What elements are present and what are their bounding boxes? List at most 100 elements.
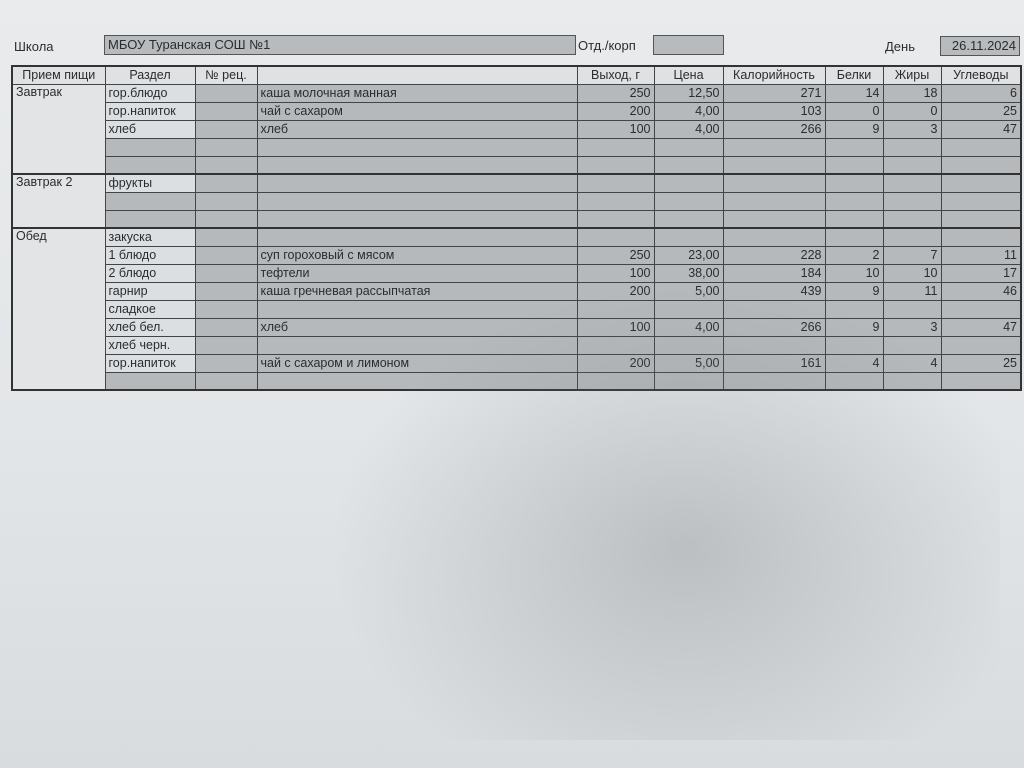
section-cell [104, 155, 196, 175]
kcal-cell [722, 371, 826, 391]
carbs-cell: 6 [940, 83, 1022, 103]
table-row [12, 137, 1022, 157]
fat-cell: 3 [882, 119, 942, 139]
protein-cell: 0 [824, 101, 884, 121]
kcal-cell: 266 [722, 119, 826, 139]
kcal-cell [722, 299, 826, 319]
protein-cell: 9 [824, 317, 884, 337]
kcal-cell [722, 173, 826, 193]
price-cell [653, 155, 724, 175]
column-header: Цена [653, 65, 724, 85]
kcal-cell [722, 227, 826, 247]
section-cell [104, 137, 196, 157]
table-row [12, 209, 1022, 229]
price-cell: 23,00 [653, 245, 724, 265]
fat-cell [882, 371, 942, 391]
menu-table: Прием пищи Раздел № рец. Выход, г Цена Калори… [11, 65, 1022, 391]
fat-cell: 7 [882, 245, 942, 265]
fat-cell [882, 155, 942, 175]
recipe-cell [194, 119, 258, 139]
yield-cell [576, 155, 655, 175]
dish-cell [256, 209, 578, 229]
price-cell: 4,00 [653, 317, 724, 337]
yield-cell: 100 [576, 263, 655, 283]
section-cell: гарнир [104, 281, 196, 301]
yield-cell [576, 371, 655, 391]
recipe-cell [194, 209, 258, 229]
carbs-cell: 11 [940, 245, 1022, 265]
table-row: Обед закуска [11, 227, 1022, 391]
yield-cell [576, 137, 655, 157]
carbs-cell: 25 [940, 353, 1022, 373]
price-cell [653, 173, 724, 193]
fat-cell: 11 [882, 281, 942, 301]
table-row: 1 блюдо суп гороховый с мясом 250 23,00 228 2… [12, 245, 1022, 265]
recipe-cell [194, 191, 258, 211]
protein-cell [824, 155, 884, 175]
table-row: гарнир каша гречневая рассыпчатая 200 5,00 4… [12, 281, 1022, 301]
section-cell: хлеб черн. [104, 335, 196, 355]
kcal-cell: 266 [722, 317, 826, 337]
kcal-cell [722, 191, 826, 211]
section-cell: закуска [104, 227, 196, 247]
recipe-cell [194, 371, 258, 391]
price-cell: 5,00 [653, 281, 724, 301]
yield-cell [576, 173, 655, 193]
kcal-cell [722, 335, 826, 355]
section-cell: 2 блюдо [104, 263, 196, 283]
carbs-cell: 25 [940, 101, 1022, 121]
yield-cell: 100 [576, 119, 655, 139]
carbs-cell [940, 137, 1022, 157]
recipe-cell [194, 173, 258, 193]
section-cell: гор.блюдо [104, 83, 196, 103]
table-row: гор.напиток чай с сахаром и лимоном 200 5,0… [12, 353, 1022, 373]
dish-cell: хлеб [256, 317, 578, 337]
protein-cell: 9 [824, 119, 884, 139]
recipe-cell [194, 137, 258, 157]
recipe-cell [194, 227, 258, 247]
column-header: Выход, г [576, 65, 655, 85]
protein-cell [824, 299, 884, 319]
fat-cell [882, 335, 942, 355]
fat-cell [882, 191, 942, 211]
carbs-cell [940, 335, 1022, 355]
dish-cell [256, 137, 578, 157]
fat-cell: 18 [882, 83, 942, 103]
column-header [256, 65, 578, 85]
column-header: Белки [824, 65, 884, 85]
yield-cell [576, 227, 655, 247]
price-cell [653, 371, 724, 391]
carbs-cell [940, 173, 1022, 193]
protein-cell: 14 [824, 83, 884, 103]
price-cell: 38,00 [653, 263, 724, 283]
dish-cell: суп гороховый с мясом [256, 245, 578, 265]
protein-cell: 2 [824, 245, 884, 265]
day-label: День [885, 39, 915, 54]
column-header: Калорийность [722, 65, 826, 85]
yield-cell [576, 335, 655, 355]
table-row: хлеб хлеб 100 4,00 266 9 3 47 [12, 119, 1022, 139]
kcal-cell [722, 137, 826, 157]
dish-cell [256, 191, 578, 211]
carbs-cell [940, 209, 1022, 229]
kcal-cell: 161 [722, 353, 826, 373]
fat-cell: 3 [882, 317, 942, 337]
kcal-cell [722, 155, 826, 175]
recipe-cell [194, 299, 258, 319]
kcal-cell [722, 209, 826, 229]
table-row: 2 блюдо тефтели 100 38,00 184 10 10 17 [12, 263, 1022, 283]
section-cell: гор.напиток [104, 101, 196, 121]
protein-cell [824, 137, 884, 157]
fat-cell: 10 [882, 263, 942, 283]
fat-cell: 4 [882, 353, 942, 373]
table-row: Завтрак 2 фрукты [11, 173, 1022, 229]
column-header: Жиры [882, 65, 942, 85]
section-cell: хлеб [104, 119, 196, 139]
fat-cell [882, 209, 942, 229]
section-cell [104, 371, 196, 391]
dept-label: Отд./корп [578, 38, 636, 53]
fat-cell [882, 227, 942, 247]
fat-cell [882, 173, 942, 193]
recipe-cell [194, 245, 258, 265]
price-cell [653, 335, 724, 355]
